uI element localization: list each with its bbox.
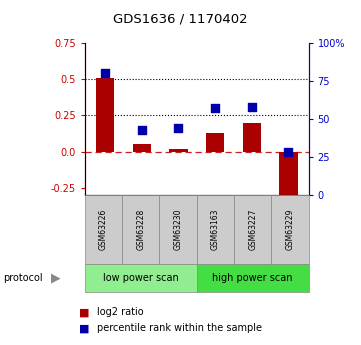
Point (212, 106, 218, 111)
Text: GSM63227: GSM63227 (248, 209, 257, 250)
Text: ▶: ▶ (51, 271, 61, 284)
Text: protocol: protocol (4, 273, 43, 283)
Text: GSM63230: GSM63230 (174, 209, 183, 250)
Bar (132, 144, 151, 151)
Text: high power scan: high power scan (213, 273, 293, 283)
Bar (279, 151, 298, 195)
Point (175, 125, 181, 131)
Point (139, 127, 145, 132)
Text: percentile rank within the sample: percentile rank within the sample (97, 324, 262, 333)
Point (286, 150, 291, 155)
Text: ■: ■ (79, 307, 90, 317)
Bar (96, 78, 114, 151)
Point (102, 71, 108, 76)
Text: GDS1636 / 1170402: GDS1636 / 1170402 (113, 12, 248, 25)
Text: GSM63228: GSM63228 (136, 209, 145, 250)
Text: GSM63229: GSM63229 (286, 209, 295, 250)
Point (249, 104, 255, 110)
Text: low power scan: low power scan (103, 273, 179, 283)
Text: ■: ■ (79, 324, 90, 333)
Text: GSM63163: GSM63163 (211, 209, 220, 250)
Text: GSM63226: GSM63226 (99, 209, 108, 250)
Bar (206, 133, 224, 151)
Bar (243, 122, 261, 151)
Text: log2 ratio: log2 ratio (97, 307, 144, 317)
Bar (169, 149, 188, 151)
